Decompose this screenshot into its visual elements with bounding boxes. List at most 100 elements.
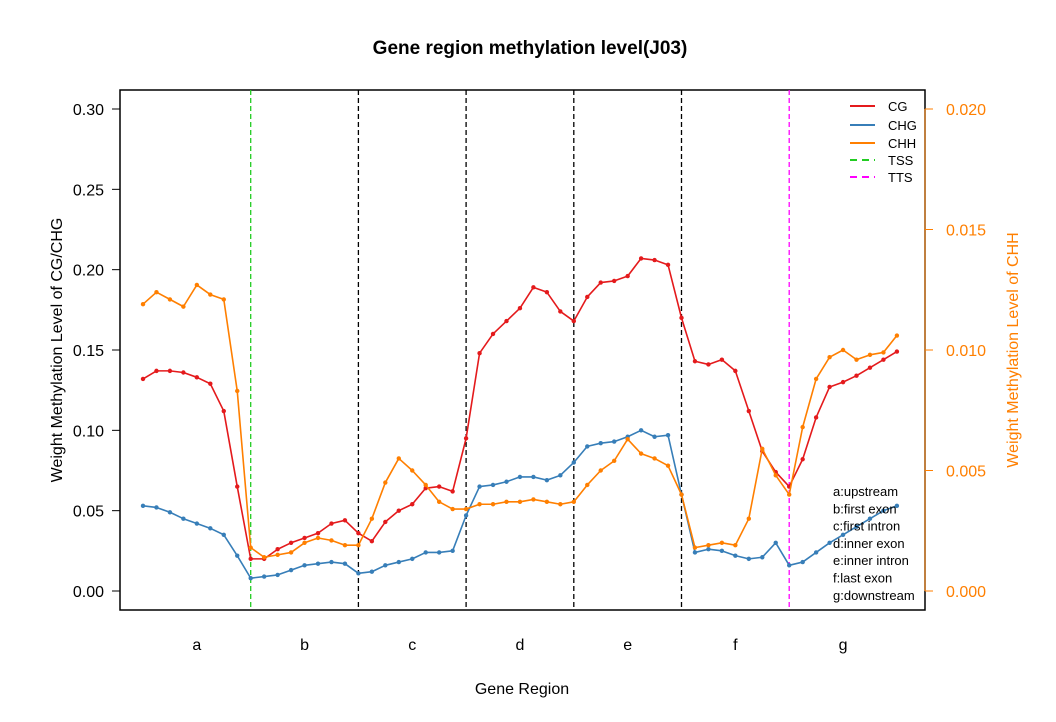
chg-point	[450, 548, 455, 554]
legend-label-cg: CG	[888, 99, 908, 114]
chh-point	[840, 347, 846, 353]
chh-point	[894, 333, 900, 338]
chh-point	[396, 456, 401, 461]
region-annotations: a:upstream b:first exon c:first intron d:in…	[833, 484, 915, 603]
chh-point	[463, 506, 469, 512]
chh-point	[827, 355, 832, 360]
chg-point	[275, 572, 280, 578]
left-tick-label: 0.00	[73, 584, 104, 601]
cg-point	[571, 318, 576, 324]
cg-point	[854, 373, 859, 378]
left-tick-label: 0.15	[73, 343, 104, 360]
region-annotation: f:last exon	[833, 571, 892, 586]
chg-point	[248, 575, 253, 581]
left-tick-label: 0.10	[73, 423, 104, 440]
chg-point	[342, 561, 348, 566]
chh-point	[221, 297, 226, 302]
chh-point	[611, 458, 617, 464]
chg-point	[383, 563, 388, 568]
chh-point	[369, 516, 375, 521]
legend: CG CHG CHH TSS TTS	[850, 99, 917, 185]
cg-point	[208, 381, 213, 386]
legend-label-chg: CHG	[888, 118, 917, 133]
chg-point	[733, 553, 738, 558]
plot-frame	[119, 89, 926, 611]
cg-point	[342, 518, 348, 523]
cg-point	[450, 489, 455, 494]
chg-point	[181, 516, 186, 521]
chh-point	[854, 357, 859, 362]
chg-point	[894, 503, 900, 509]
cg-point	[827, 384, 832, 390]
cg-point	[221, 408, 226, 414]
chg-point	[477, 484, 482, 489]
chh-point	[235, 388, 240, 394]
chh-point	[477, 502, 482, 507]
chg-point	[665, 432, 671, 438]
chg-point	[140, 503, 146, 509]
right-tick-label: 0.005	[946, 464, 986, 481]
cg-point	[531, 285, 536, 290]
chh-point	[773, 473, 778, 478]
chg-point	[490, 482, 496, 488]
cg-point	[719, 357, 725, 362]
chg-point	[208, 526, 213, 531]
cg-point	[625, 273, 630, 279]
region-annotation: e:inner intron	[833, 553, 909, 568]
chg-point	[746, 556, 752, 562]
chh-point	[585, 482, 590, 488]
cg-point	[490, 331, 496, 337]
left-tick-label: 0.05	[73, 504, 104, 521]
chg-point	[235, 553, 240, 558]
region-annotation: g:downstream	[833, 588, 915, 603]
chg-point	[692, 550, 698, 555]
chg-point	[315, 561, 321, 566]
region-boundaries	[250, 90, 790, 610]
chg-point	[840, 532, 846, 537]
chh-point	[302, 540, 307, 545]
region-annotation: a:upstream	[833, 484, 898, 499]
cg-line	[142, 257, 898, 560]
chh-point	[356, 543, 361, 548]
chh-point	[208, 292, 213, 297]
chh-point	[194, 282, 200, 288]
chh-point	[383, 480, 388, 485]
chh-point	[531, 497, 536, 502]
chh-point	[261, 555, 267, 560]
x-tick-label: f	[733, 637, 738, 654]
cg-point	[665, 262, 671, 268]
left-y-axis-label: Weight Methylation Level of CG/CHG	[49, 218, 66, 483]
chg-point	[504, 479, 509, 484]
chh-point	[410, 468, 415, 473]
x-axis-label: Gene Region	[475, 681, 569, 698]
right-tick-label: 0.000	[946, 584, 986, 601]
chg-point	[369, 569, 375, 574]
region-annotation: c:first intron	[833, 519, 900, 534]
chg-point	[531, 474, 536, 480]
chh-point	[167, 297, 173, 302]
right-tick-label: 0.020	[946, 102, 986, 119]
cg-point	[544, 289, 550, 295]
cg-point	[275, 547, 280, 552]
chh-point	[423, 482, 428, 488]
cg-point	[396, 508, 401, 513]
chh-point	[881, 350, 886, 355]
cg-point	[436, 484, 442, 489]
cg-point	[746, 408, 752, 414]
chg-point	[787, 563, 792, 568]
cg-point	[679, 315, 684, 321]
chg-point	[302, 563, 307, 568]
chh-point	[450, 506, 455, 512]
chh-point	[813, 376, 819, 382]
cg-point	[410, 502, 415, 507]
chg-point	[800, 559, 805, 565]
chg-point	[854, 524, 859, 529]
x-tick-label: a	[192, 637, 201, 654]
chh-point	[329, 538, 334, 543]
right-y-axis: 0.000 0.005 0.010 0.015 0.020	[924, 102, 986, 601]
chg-point	[760, 555, 765, 560]
right-y-axis-label: Weight Methylation Level of CHH	[1005, 232, 1022, 467]
legend-label-tts: TTS	[888, 170, 913, 185]
cg-point	[638, 256, 644, 261]
